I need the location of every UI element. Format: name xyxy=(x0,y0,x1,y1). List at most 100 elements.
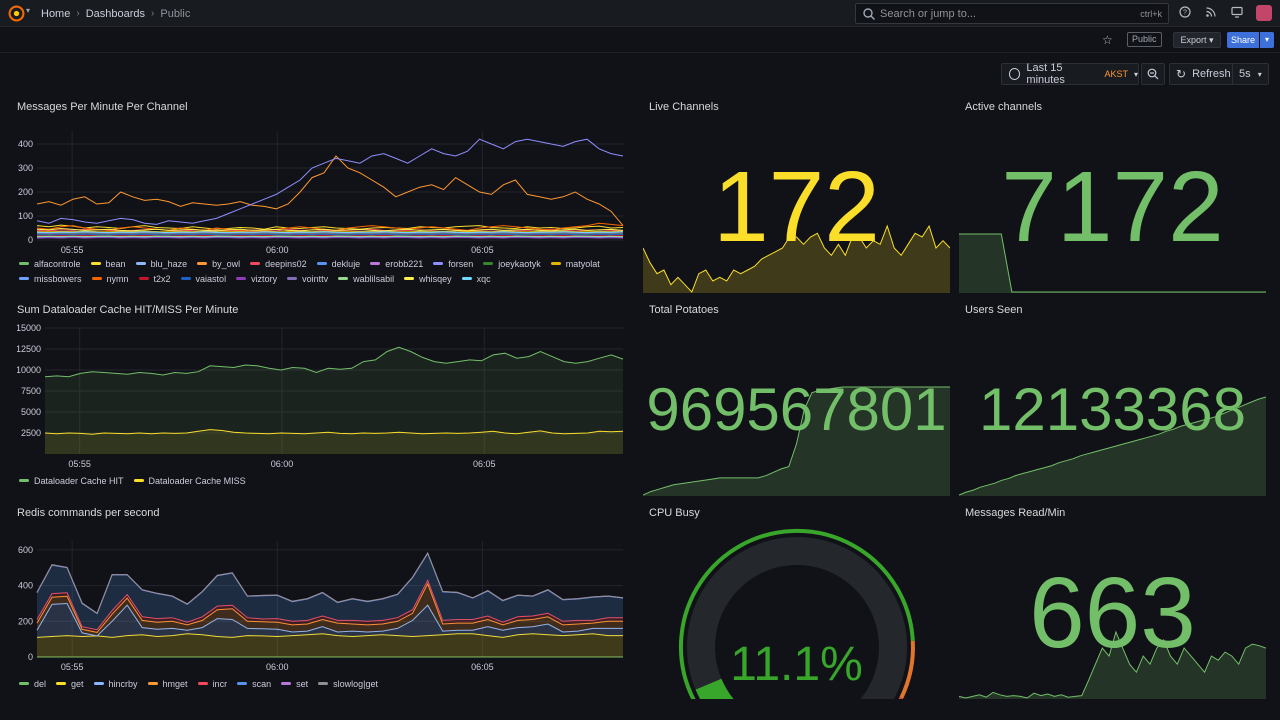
legend-item[interactable]: dekluje xyxy=(316,256,360,271)
legend-item[interactable]: vaiastol xyxy=(180,271,226,286)
legend-item[interactable]: get xyxy=(56,676,84,691)
series-line-Dataloader Cache HIT[interactable] xyxy=(44,346,624,378)
star-icon[interactable]: ☆ xyxy=(1102,33,1113,47)
legend-item[interactable]: Dataloader Cache MISS xyxy=(133,473,246,488)
legend-item[interactable]: alfacontrole xyxy=(19,256,81,271)
legend-item[interactable]: blu_haze xyxy=(135,256,187,271)
breadcrumb-home[interactable]: Home xyxy=(41,7,71,20)
legend-item[interactable]: t2x2 xyxy=(138,271,171,286)
panel-dataloader-cache: Sum Dataloader Cache HIT/MISS Per Minute… xyxy=(17,304,627,494)
chevron-down-icon[interactable]: ▾ xyxy=(26,6,31,15)
legend-swatch xyxy=(138,277,149,280)
stat-value: 12133368 xyxy=(979,376,1246,443)
series-line-get[interactable] xyxy=(36,633,623,638)
series-line-vointtv[interactable] xyxy=(36,232,624,235)
series-line-xqc[interactable] xyxy=(36,231,624,234)
legend-label: viztory xyxy=(251,273,278,284)
legend-item[interactable]: vointtv xyxy=(287,271,328,286)
sparkline-line xyxy=(643,224,950,293)
dashboard-toolbar: ☆ Public Export ▾ Share ▾ xyxy=(0,27,1280,53)
legend-item[interactable]: hmget xyxy=(147,676,188,691)
series-area-Dataloader Cache HIT xyxy=(45,347,623,454)
y-tick-label: 200 xyxy=(18,616,33,626)
legend-label: t2x2 xyxy=(153,273,171,284)
refresh-button[interactable]: ↻ Refresh xyxy=(1169,63,1233,85)
sparkline-area xyxy=(959,632,1266,699)
legend-item[interactable]: set xyxy=(281,676,308,691)
search-shortcut: ctrl+k xyxy=(1140,8,1162,19)
y-tick-label: 15000 xyxy=(17,324,41,333)
series-line-whisqey[interactable] xyxy=(36,227,624,232)
x-tick-label: 05:55 xyxy=(61,245,84,254)
legend-item[interactable]: joeykaotyk xyxy=(483,256,541,271)
legend-item[interactable]: matyolat xyxy=(550,256,600,271)
y-tick-label: 7500 xyxy=(21,386,41,396)
series-line-t2x2[interactable] xyxy=(36,234,624,237)
legend-item[interactable]: missbowers xyxy=(19,271,82,286)
legend-swatch xyxy=(237,682,248,685)
series-line-matyolat[interactable] xyxy=(36,230,624,233)
legend-item[interactable]: erobb221 xyxy=(370,256,423,271)
series-line-by_owl[interactable] xyxy=(36,155,624,226)
series-line-vaiastol[interactable] xyxy=(36,233,624,236)
help-icon[interactable]: ? xyxy=(1178,6,1192,20)
public-badge: Public xyxy=(1127,32,1162,47)
series-line-hincrby[interactable] xyxy=(36,602,623,637)
kiosk-monitor-icon[interactable] xyxy=(1230,6,1244,20)
refresh-interval-picker[interactable]: 5s ▾ xyxy=(1233,63,1269,85)
legend-item[interactable]: nymn xyxy=(91,271,129,286)
series-line-forsen[interactable] xyxy=(36,138,624,225)
legend-item[interactable]: slowlog|get xyxy=(318,676,378,691)
series-area-hincrby xyxy=(37,603,623,638)
share-options-chevron-icon[interactable]: ▾ xyxy=(1260,32,1274,48)
legend-item[interactable]: del xyxy=(19,676,46,691)
legend-item[interactable]: deepins02 xyxy=(250,256,307,271)
gauge-value-arc xyxy=(695,678,734,699)
legend-item[interactable]: hincrby xyxy=(93,676,138,691)
legend-swatch xyxy=(90,262,101,265)
series-line-hmget[interactable] xyxy=(36,582,623,633)
chart-legend: Dataloader Cache HIT Dataloader Cache MIS… xyxy=(19,473,619,488)
dataloader-cache-chart[interactable]: 2500 5000 7500 10000 12500 15000 05:55 06:00 06:… xyxy=(17,324,627,474)
legend-swatch xyxy=(281,682,292,685)
legend-swatch xyxy=(19,262,29,265)
series-line-incr[interactable] xyxy=(36,579,623,631)
zoom-out-button[interactable] xyxy=(1141,63,1165,85)
breadcrumb: Home › Dashboards › Public xyxy=(41,0,190,27)
y-tick-label: 200 xyxy=(18,187,33,197)
series-line-joeykaotyk[interactable] xyxy=(36,232,624,235)
series-line-viztory[interactable] xyxy=(36,237,624,239)
time-range-picker[interactable]: Last 15 minutes AKST ▾ xyxy=(1001,62,1139,86)
news-rss-icon[interactable] xyxy=(1204,6,1218,20)
share-button[interactable]: Share xyxy=(1227,32,1259,48)
redis-commands-chart[interactable]: 0 200 400 600 05:55 06:00 06:05 xyxy=(17,537,627,677)
breadcrumb-dashboards[interactable]: Dashboards xyxy=(85,7,146,20)
export-button[interactable]: Export ▾ xyxy=(1173,32,1221,48)
legend-swatch xyxy=(370,262,381,265)
legend-label: vointtv xyxy=(302,273,329,284)
legend-swatch xyxy=(91,277,102,280)
grafana-logo-icon[interactable] xyxy=(8,5,25,22)
legend-item[interactable]: incr xyxy=(197,676,227,691)
legend-label: deepins02 xyxy=(265,258,307,269)
timezone-label: AKST xyxy=(1104,69,1128,79)
refresh-label: Refresh xyxy=(1192,68,1231,80)
legend-item[interactable]: xqc xyxy=(461,271,491,286)
search-input[interactable]: Search or jump to... ctrl+k xyxy=(855,3,1169,24)
legend-item[interactable]: forsen xyxy=(433,256,473,271)
panel-users-seen: Users Seen 12133368 xyxy=(959,304,1266,496)
chart-legend: del get hincrby hmget incr scan set slowlog|get xyxy=(19,676,619,691)
legend-item[interactable]: bean xyxy=(90,256,126,271)
legend-item[interactable]: whisqey xyxy=(404,271,452,286)
user-avatar[interactable] xyxy=(1256,5,1272,21)
legend-item[interactable]: scan xyxy=(237,676,271,691)
series-line-slowlog|get[interactable] xyxy=(36,551,624,615)
legend-item[interactable]: viztory xyxy=(236,271,277,286)
series-line-Dataloader Cache MISS[interactable] xyxy=(44,429,624,435)
messages-per-minute-chart[interactable]: 0 100 200 300 400 05:55 06:00 06:05 xyxy=(17,128,627,254)
legend-item[interactable]: by_owl xyxy=(197,256,240,271)
legend-swatch xyxy=(404,277,415,280)
panel-messages-per-minute: Messages Per Minute Per Channel 0 100 200 3… xyxy=(17,101,627,291)
legend-item[interactable]: wablilsabil xyxy=(338,271,394,286)
legend-item[interactable]: Dataloader Cache HIT xyxy=(19,473,124,488)
